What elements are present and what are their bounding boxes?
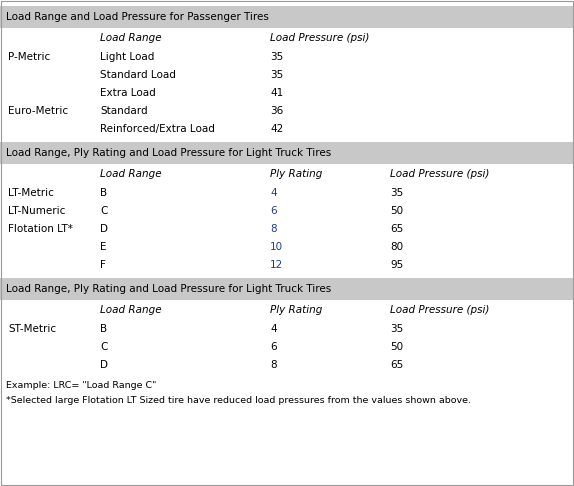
Text: 6: 6 [270,206,277,216]
Text: 50: 50 [390,342,403,352]
Text: Load Range: Load Range [100,169,162,179]
Text: Load Pressure (psi): Load Pressure (psi) [270,33,370,43]
Text: 35: 35 [390,188,404,198]
Text: 65: 65 [390,360,404,370]
Text: D: D [100,360,108,370]
Text: 10: 10 [270,242,283,252]
Text: 12: 12 [270,260,283,270]
Text: Load Range, Ply Rating and Load Pressure for Light Truck Tires: Load Range, Ply Rating and Load Pressure… [6,284,331,294]
Text: 42: 42 [270,124,283,134]
Text: 95: 95 [390,260,404,270]
Text: 80: 80 [390,242,403,252]
Text: D: D [100,224,108,234]
Text: 6: 6 [270,342,277,352]
Text: 50: 50 [390,206,403,216]
Text: 65: 65 [390,224,404,234]
Text: Load Range: Load Range [100,33,162,43]
Text: Example: LRC= "Load Range C": Example: LRC= "Load Range C" [6,381,156,390]
Text: Standard Load: Standard Load [100,70,176,80]
Text: Reinforced/Extra Load: Reinforced/Extra Load [100,124,215,134]
Text: B: B [100,324,107,334]
Text: LT-Numeric: LT-Numeric [8,206,65,216]
Text: 35: 35 [390,324,404,334]
Text: 4: 4 [270,188,277,198]
Text: ST-Metric: ST-Metric [8,324,56,334]
Text: Ply Rating: Ply Rating [270,169,323,179]
Text: C: C [100,206,107,216]
Text: 4: 4 [270,324,277,334]
Text: P-Metric: P-Metric [8,52,51,62]
Text: Load Pressure (psi): Load Pressure (psi) [390,169,490,179]
Text: *Selected large Flotation LT Sized tire have reduced load pressures from the val: *Selected large Flotation LT Sized tire … [6,396,471,405]
Text: Euro-Metric: Euro-Metric [8,106,68,116]
Text: Ply Rating: Ply Rating [270,305,323,315]
Bar [0,278,574,300]
Text: 35: 35 [270,52,283,62]
Text: F: F [100,260,106,270]
Text: C: C [100,342,107,352]
Text: B: B [100,188,107,198]
Text: LT-Metric: LT-Metric [8,188,54,198]
Text: Load Pressure (psi): Load Pressure (psi) [390,305,490,315]
Text: 8: 8 [270,224,277,234]
Text: 41: 41 [270,88,283,98]
Text: Standard: Standard [100,106,148,116]
Text: E: E [100,242,107,252]
Text: Load Range, Ply Rating and Load Pressure for Light Truck Tires: Load Range, Ply Rating and Load Pressure… [6,148,331,158]
Text: 35: 35 [270,70,283,80]
Text: Load Range and Load Pressure for Passenger Tires: Load Range and Load Pressure for Passeng… [6,12,269,22]
Bar [0,142,574,164]
Text: 36: 36 [270,106,283,116]
Bar [0,6,574,28]
Text: Load Range: Load Range [100,305,162,315]
Text: Light Load: Light Load [100,52,154,62]
Text: Flotation LT*: Flotation LT* [8,224,73,234]
Text: 8: 8 [270,360,277,370]
Text: Extra Load: Extra Load [100,88,156,98]
